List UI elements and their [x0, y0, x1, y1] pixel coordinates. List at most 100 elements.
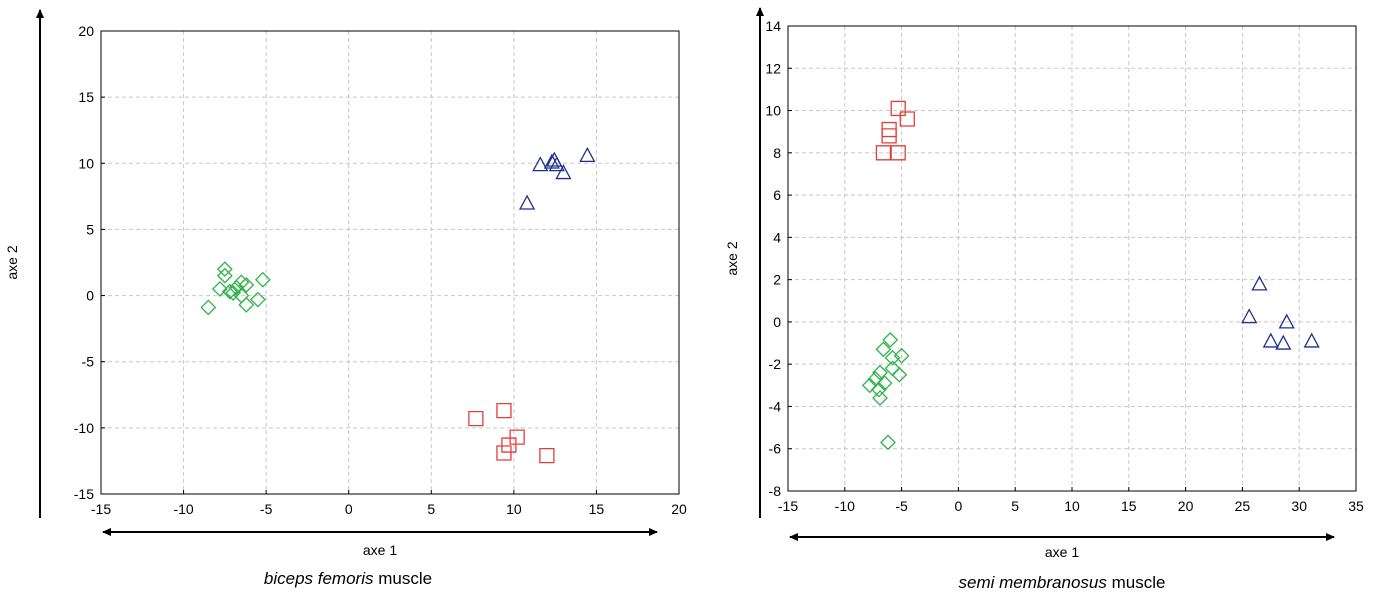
caption-rest: muscle: [1112, 573, 1166, 592]
caption-rest: muscle: [378, 569, 432, 588]
x-axis-label: axe 1: [1045, 544, 1079, 560]
x-tick-label: 25: [1235, 498, 1251, 514]
y-tick-label: -8: [769, 483, 782, 499]
point: [890, 145, 906, 161]
point: [880, 434, 896, 451]
x-tick-label: 30: [1291, 498, 1307, 514]
x-tick-label: 15: [589, 501, 605, 517]
point: [543, 153, 560, 169]
point: [875, 145, 892, 161]
point: [539, 447, 555, 464]
x-tick-label: -10: [173, 501, 193, 517]
point: [1262, 332, 1279, 348]
point: [884, 360, 901, 377]
point: [509, 429, 525, 445]
x-tick-label: 15: [1121, 498, 1137, 514]
x-tick-label: 20: [671, 501, 687, 517]
point: [238, 277, 255, 293]
point: [890, 100, 906, 117]
x-tick-label: 10: [1064, 498, 1080, 514]
caption: semi membranosus muscle: [959, 573, 1166, 592]
x-tick-label: 10: [506, 501, 522, 517]
point: [861, 377, 878, 394]
point: [468, 410, 484, 427]
point: [872, 390, 888, 406]
point: [579, 146, 596, 162]
point: [881, 128, 897, 144]
y-tick-label: 8: [773, 145, 781, 161]
caption-italic: semi membranosus: [959, 573, 1108, 592]
caption: biceps femoris muscle: [264, 569, 432, 588]
point: [884, 349, 901, 366]
y-tick-label: 15: [78, 89, 94, 105]
y-tick-label: -6: [769, 441, 782, 457]
point: [1251, 275, 1268, 291]
point: [872, 364, 888, 381]
point: [1278, 313, 1295, 329]
point: [1275, 334, 1292, 350]
x-tick-label: 20: [1178, 498, 1194, 514]
x-tick-label: 0: [955, 498, 963, 514]
x-axis-label: axe 1: [363, 542, 397, 558]
x-tick-label: -15: [778, 498, 798, 514]
y-tick-label: 0: [773, 314, 781, 330]
y-tick-label: 2: [773, 272, 781, 288]
y-axis-label: axe 2: [724, 241, 740, 275]
x-tick-label: 35: [1348, 498, 1364, 514]
point: [238, 296, 255, 313]
x-tick-label: -10: [835, 498, 855, 514]
point: [893, 347, 910, 364]
y-tick-label: -5: [82, 354, 95, 370]
x-tick-label: 5: [427, 501, 435, 517]
point: [496, 445, 512, 461]
y-tick-label: 0: [86, 288, 94, 304]
point: [216, 261, 233, 278]
y-tick-label: -4: [769, 398, 782, 414]
point: [875, 341, 892, 358]
y-tick-label: 14: [765, 18, 781, 34]
y-tick-label: 6: [773, 187, 781, 203]
y-tick-label: 5: [86, 221, 94, 237]
x-tick-label: 5: [1011, 498, 1019, 514]
y-tick-label: -2: [769, 356, 782, 372]
plot-frame: [787, 25, 1357, 492]
point: [899, 111, 915, 127]
chart: -15 -10 -5 0 5 10 15 20 25 30 35 -8 -6 -4 -2 0 2 4 6 8 10 12 1…: [724, 7, 1364, 592]
point: [249, 291, 266, 308]
point: [518, 194, 536, 210]
point: [216, 267, 233, 284]
point: [882, 331, 899, 348]
x-tick-label: -5: [895, 498, 908, 514]
point: [532, 156, 549, 172]
point: [228, 279, 245, 296]
y-tick-label: -15: [74, 486, 94, 502]
x-tick-label: -15: [91, 501, 111, 517]
point: [1241, 308, 1258, 324]
point: [501, 437, 517, 453]
plot-frame: [100, 30, 680, 495]
x-tick-label: 0: [345, 501, 353, 517]
point: [548, 156, 565, 172]
point: [555, 164, 572, 180]
caption-italic: biceps femoris: [264, 569, 374, 588]
y-tick-label: 10: [78, 155, 94, 171]
y-tick-label: -10: [74, 420, 94, 436]
point: [254, 271, 271, 288]
point: [200, 299, 217, 316]
point: [211, 281, 228, 297]
point: [881, 121, 897, 138]
y-tick-label: 4: [773, 229, 781, 245]
point: [221, 283, 238, 300]
x-tick-label: -5: [260, 501, 273, 517]
point: [1303, 332, 1320, 348]
point: [225, 285, 242, 301]
y-tick-label: 12: [765, 60, 781, 76]
y-tick-label: 10: [765, 103, 781, 119]
point: [496, 403, 512, 419]
point: [891, 366, 908, 383]
chart: -15 -10 -5 0 5 10 15 20 -15 -10 -5 0 5 10 15 20 axe 2 axe…: [4, 9, 687, 588]
y-axis-label: axe 2: [4, 245, 20, 279]
y-tick-label: 20: [78, 23, 94, 39]
